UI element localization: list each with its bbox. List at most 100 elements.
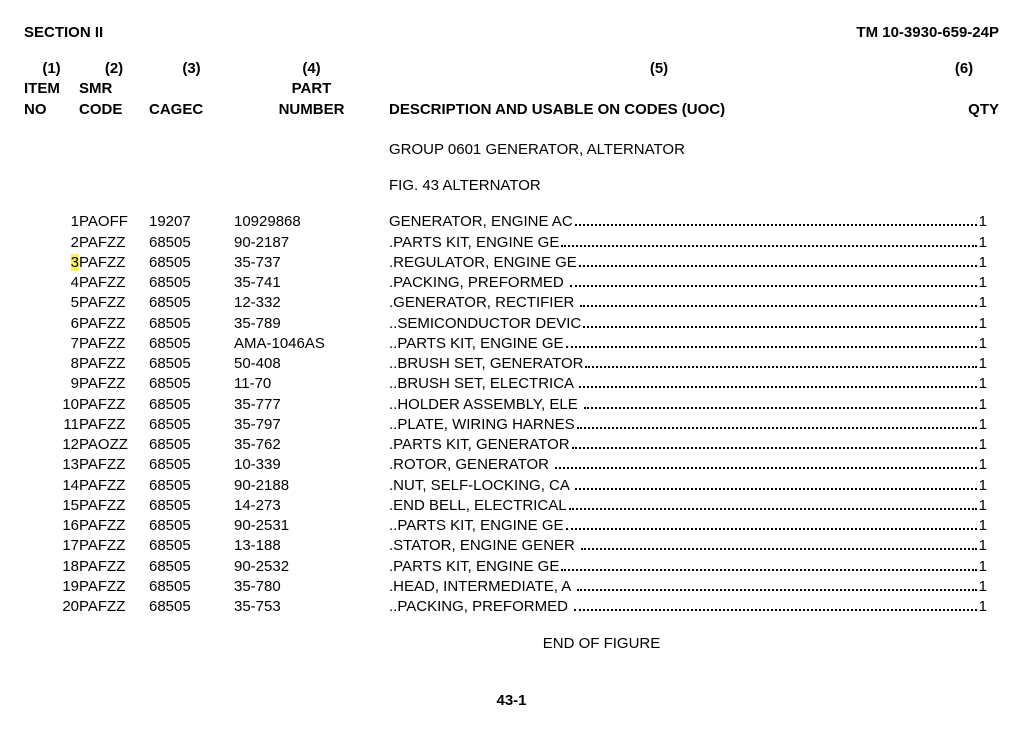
qty-value: 1 <box>979 212 987 232</box>
cell-cagec: 19207 <box>149 212 234 232</box>
cell-smr-code: PAFZZ <box>79 516 149 536</box>
cell-qty-pad <box>987 374 999 394</box>
table-row: 17PAFZZ6850513-188.STATOR, ENGINE GENER … <box>24 536 999 556</box>
cell-item-no: 7 <box>24 334 79 354</box>
dot-leader <box>574 600 977 611</box>
cell-item-no: 2 <box>24 233 79 253</box>
cell-cagec: 68505 <box>149 273 234 293</box>
description-text: ..PARTS KIT, ENGINE GE <box>389 334 564 354</box>
qty-value: 1 <box>979 597 987 617</box>
cell-description: .PARTS KIT, ENGINE GE1 <box>389 233 987 253</box>
table-row: 5PAFZZ6850512-332.GENERATOR, RECTIFIER 1 <box>24 293 999 313</box>
cell-item-no: 13 <box>24 455 79 475</box>
col1-num: (1) <box>24 59 79 79</box>
cell-part-number: 90-2532 <box>234 557 389 577</box>
dot-leader <box>577 580 977 591</box>
table-row: 6PAFZZ6850535-789..SEMICONDUCTOR DEVIC1 <box>24 314 999 334</box>
cell-part-number: 35-753 <box>234 597 389 617</box>
cell-qty-pad <box>987 334 999 354</box>
cell-description: .HEAD, INTERMEDIATE, A 1 <box>389 577 987 597</box>
cell-item-no: 14 <box>24 476 79 496</box>
qty-value: 1 <box>979 334 987 354</box>
cell-qty-pad <box>987 395 999 415</box>
cell-qty-pad <box>987 536 999 556</box>
section-label: SECTION II <box>24 24 103 41</box>
description-text: .PARTS KIT, GENERATOR <box>389 435 570 455</box>
description-text: .END BELL, ELECTRICAL <box>389 496 567 516</box>
cell-cagec: 68505 <box>149 435 234 455</box>
cell-description: .PARTS KIT, ENGINE GE1 <box>389 557 987 577</box>
cell-smr-code: PAOFF <box>79 212 149 232</box>
cell-description: ..PLATE, WIRING HARNES1 <box>389 415 987 435</box>
qty-value: 1 <box>979 496 987 516</box>
qty-value: 1 <box>979 395 987 415</box>
cell-item-no: 5 <box>24 293 79 313</box>
table-row: 18PAFZZ6850590-2532.PARTS KIT, ENGINE GE… <box>24 557 999 577</box>
cell-part-number: 13-188 <box>234 536 389 556</box>
cell-item-no: 9 <box>24 374 79 394</box>
col3-num: (3) <box>149 59 234 79</box>
table-row: 7PAFZZ68505AMA-1046AS..PARTS KIT, ENGINE… <box>24 334 999 354</box>
table-row: 12PAOZZ6850535-762.PARTS KIT, GENERATOR1 <box>24 435 999 455</box>
cell-description: .ROTOR, GENERATOR 1 <box>389 455 987 475</box>
cell-cagec: 68505 <box>149 557 234 577</box>
table-row: 4PAFZZ6850535-741.PACKING, PREFORMED 1 <box>24 273 999 293</box>
cell-description: ..HOLDER ASSEMBLY, ELE 1 <box>389 395 987 415</box>
cell-smr-code: PAFZZ <box>79 374 149 394</box>
cell-part-number: 14-273 <box>234 496 389 516</box>
description-text: ..PLATE, WIRING HARNES <box>389 415 575 435</box>
table-row: 10PAFZZ6850535-777..HOLDER ASSEMBLY, ELE… <box>24 395 999 415</box>
cell-part-number: 35-797 <box>234 415 389 435</box>
cell-cagec: 68505 <box>149 253 234 273</box>
col1-label2: NO <box>24 100 79 120</box>
description-text: ..PACKING, PREFORMED <box>389 597 572 617</box>
cell-item-no: 18 <box>24 557 79 577</box>
cell-item-no: 6 <box>24 314 79 334</box>
cell-qty-pad <box>987 415 999 435</box>
cell-part-number: 50-408 <box>234 354 389 374</box>
cell-description: GENERATOR, ENGINE AC 1 <box>389 212 987 232</box>
cell-qty-pad <box>987 354 999 374</box>
col5-label2: DESCRIPTION AND USABLE ON CODES (UOC) <box>389 100 929 120</box>
dot-leader <box>572 438 977 449</box>
end-of-figure: END OF FIGURE <box>24 635 999 652</box>
cell-cagec: 68505 <box>149 233 234 253</box>
cell-smr-code: PAFZZ <box>79 577 149 597</box>
cell-qty-pad <box>987 435 999 455</box>
tm-number: TM 10-3930-659-24P <box>856 24 999 41</box>
description-text: .PACKING, PREFORMED <box>389 273 568 293</box>
cell-cagec: 68505 <box>149 314 234 334</box>
cell-description: .NUT, SELF-LOCKING, CA 1 <box>389 476 987 496</box>
cell-smr-code: PAFZZ <box>79 536 149 556</box>
col4-label2: NUMBER <box>234 100 389 120</box>
cell-qty-pad <box>987 455 999 475</box>
qty-value: 1 <box>979 374 987 394</box>
cell-cagec: 68505 <box>149 496 234 516</box>
description-text: GENERATOR, ENGINE AC <box>389 212 573 232</box>
cell-smr-code: PAFZZ <box>79 476 149 496</box>
cell-qty-pad <box>987 496 999 516</box>
table-row: 1PAOFF1920710929868GENERATOR, ENGINE AC1 <box>24 212 999 232</box>
qty-value: 1 <box>979 536 987 556</box>
cell-smr-code: PAOZZ <box>79 435 149 455</box>
dot-leader <box>575 479 976 490</box>
dot-leader <box>577 418 977 429</box>
qty-value: 1 <box>979 233 987 253</box>
col2-label2: CODE <box>79 100 149 120</box>
table-row: 9PAFZZ6850511-70..BRUSH SET, ELECTRICA 1 <box>24 374 999 394</box>
cell-description: ..PARTS KIT, ENGINE GE 1 <box>389 334 987 354</box>
dot-leader <box>555 458 976 469</box>
cell-part-number: 35-780 <box>234 577 389 597</box>
cell-item-no: 12 <box>24 435 79 455</box>
table-row: 14PAFZZ6850590-2188.NUT, SELF-LOCKING, C… <box>24 476 999 496</box>
cell-part-number: 35-789 <box>234 314 389 334</box>
table-row: 8PAFZZ6850550-408..BRUSH SET, GENERATOR1 <box>24 354 999 374</box>
col2-label1: SMR <box>79 79 149 99</box>
qty-value: 1 <box>979 293 987 313</box>
col6-label1 <box>929 79 999 99</box>
cell-cagec: 68505 <box>149 395 234 415</box>
cell-cagec: 68505 <box>149 536 234 556</box>
cell-cagec: 68505 <box>149 455 234 475</box>
table-row: 13PAFZZ6850510-339.ROTOR, GENERATOR 1 <box>24 455 999 475</box>
figure-line: FIG. 43 ALTERNATOR <box>389 176 929 196</box>
